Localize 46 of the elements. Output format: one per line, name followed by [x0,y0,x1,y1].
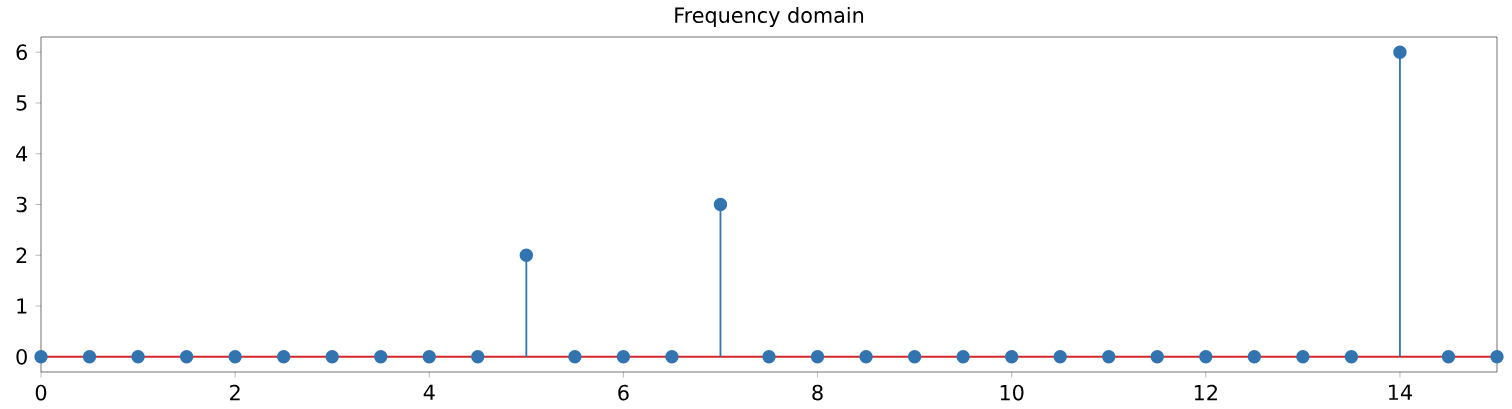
x-tick-label: 14 [1389,384,1412,400]
point [82,350,97,364]
point [1344,350,1359,364]
x-tick-label: 12 [1194,384,1217,401]
y-tick-label: 2 [16,247,27,263]
x-tick-label: 10 [1000,384,1024,401]
point [471,350,485,364]
x-tick-label: 2 [230,384,240,401]
point [810,350,825,364]
point [276,350,291,364]
chart-title: Frequency domain [675,6,864,28]
point [422,350,436,364]
x-tick-label: 0 [35,384,47,401]
x-tick-label: 8 [812,384,823,401]
point [131,350,145,364]
point [762,350,776,364]
point [859,350,873,364]
point [956,350,970,364]
point [568,350,582,364]
y-tick-label: 4 [16,146,28,162]
point [713,197,728,212]
point [907,350,922,364]
x-tick-label: 4 [423,384,435,400]
y-tick-label: 6 [16,44,27,61]
point [1393,45,1407,59]
y-tick-label: 5 [16,95,27,111]
point [1247,350,1262,364]
y-tick-label: 1 [17,298,27,314]
point [1053,350,1067,364]
point [1296,350,1310,364]
point [1102,350,1116,364]
point [34,350,48,364]
point [228,350,242,364]
point [1004,350,1019,364]
y-tick-label: 0 [16,348,27,365]
point [616,350,631,364]
point [179,350,194,364]
point [665,350,679,364]
x-tick-label: 6 [618,384,629,401]
point [1150,350,1164,364]
y-tick-label: 3 [16,196,27,213]
point [1199,350,1213,364]
point [374,350,388,364]
point [519,248,534,262]
point [1441,350,1456,364]
point [325,350,339,364]
